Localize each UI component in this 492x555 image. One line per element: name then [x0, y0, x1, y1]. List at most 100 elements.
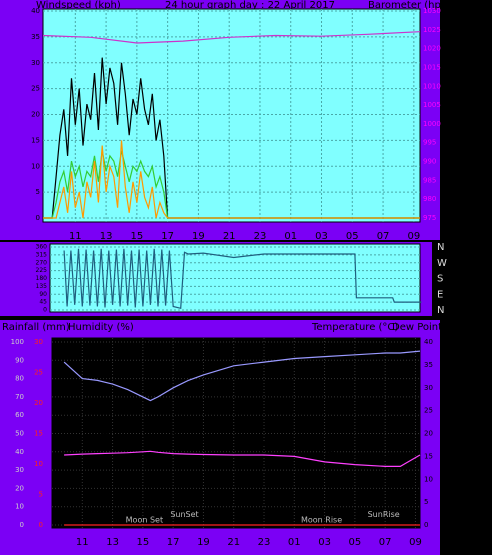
- x-tick-label: 13: [100, 231, 113, 242]
- y2-tick-label: 25: [424, 407, 433, 415]
- y2-tick-label: 975: [423, 214, 436, 222]
- y2-tick-label: S: [437, 274, 443, 285]
- x-tick-label: 23: [254, 231, 267, 242]
- y-tick-label: 0: [20, 521, 24, 529]
- series-line: [63, 420, 421, 460]
- y2-tick-label: N: [437, 305, 444, 316]
- y-tick-label: 225: [36, 267, 48, 274]
- y2-axis-title: Dew Point (°C): [392, 322, 465, 333]
- annotation: SunRise: [368, 510, 400, 519]
- x-tick-label: 07: [379, 537, 392, 548]
- y2-tick-label: 1015: [423, 63, 441, 71]
- y3-tick-label: 10: [34, 460, 43, 468]
- y-tick-label: 20: [15, 484, 24, 492]
- y2-tick-label: 995: [423, 139, 436, 147]
- y2-tick-label: 1010: [423, 82, 441, 90]
- chart-title: 24 hour graph day : 22 April 2017: [165, 0, 335, 11]
- x-tick-label: 05: [349, 537, 362, 548]
- y2-tick-label: W: [437, 258, 447, 269]
- y2-tick-label: E: [437, 289, 443, 300]
- x-tick-label: 03: [318, 537, 331, 548]
- x-tick-label: 15: [130, 231, 143, 242]
- series-line: [43, 140, 420, 219]
- y-tick-label: 270: [36, 259, 48, 266]
- y2-tick-label: 1005: [423, 101, 441, 109]
- y2-tick-label: N: [437, 242, 444, 253]
- y2-tick-label: 30: [424, 384, 433, 392]
- y3-tick-label: 25: [34, 369, 43, 377]
- x-tick-label: 17: [167, 537, 180, 548]
- series-line: [63, 350, 421, 402]
- series-line: [43, 57, 420, 219]
- series-line: [43, 150, 420, 219]
- annotation: Moon Set: [126, 516, 163, 525]
- y-tick-label: 5: [36, 188, 40, 196]
- annotation: Moon Rise: [301, 516, 342, 525]
- y-tick-label: 30: [31, 59, 40, 67]
- y-tick-label: 40: [15, 448, 24, 456]
- x-tick-label: 07: [377, 231, 390, 242]
- y2-tick-label: 980: [423, 195, 436, 203]
- x-tick-label: 09: [409, 537, 422, 548]
- x-tick-label: 19: [197, 537, 210, 548]
- y-tick-label: 0: [36, 214, 40, 222]
- x-tick-label: 11: [76, 537, 89, 548]
- x-tick-label: 15: [136, 537, 149, 548]
- y3-tick-label: 15: [34, 430, 43, 438]
- y-axis-title: Windspeed (kph): [36, 0, 121, 11]
- x-tick-label: 03: [315, 231, 328, 242]
- y-tick-label: 90: [15, 356, 24, 364]
- y2-tick-label: 35: [424, 361, 433, 369]
- y2-tick-label: 990: [423, 158, 436, 166]
- y3-tick-label: 30: [34, 338, 43, 346]
- x-tick-label: 09: [407, 231, 420, 242]
- y-tick-label: 10: [15, 503, 24, 511]
- x-tick-label: 05: [346, 231, 359, 242]
- y2-tick-label: 40: [424, 338, 433, 346]
- x-tick-label: 23: [258, 537, 271, 548]
- y-tick-label: 30: [15, 466, 24, 474]
- series-line: [64, 450, 421, 467]
- y-tick-label: 40: [31, 7, 40, 15]
- y2-tick-label: 985: [423, 176, 436, 184]
- series-line: [63, 248, 422, 310]
- y-tick-label: 15: [31, 136, 40, 144]
- y-tick-label: 80: [15, 375, 24, 383]
- y3-tick-label: 20: [34, 399, 43, 407]
- series-line: [42, 31, 421, 44]
- y-tick-label: 100: [11, 338, 24, 346]
- y-tick-label: 315: [36, 251, 48, 258]
- y-tick-label: 20: [31, 111, 40, 119]
- y2-tick-label: 10: [424, 475, 433, 483]
- x-tick-label: 01: [288, 537, 301, 548]
- y2-tick-label: 0: [424, 521, 428, 529]
- y-tick-label: 25: [31, 85, 40, 93]
- y-tick-label: 70: [15, 393, 24, 401]
- y2-tick-label: 1025: [423, 26, 441, 34]
- y2-tick-label: 1000: [423, 120, 441, 128]
- y2-tick-label: 15: [424, 452, 433, 460]
- x-tick-label: 13: [106, 537, 119, 548]
- x-tick-label: 17: [161, 231, 174, 242]
- y2-tick-label: 1030: [423, 7, 441, 15]
- x-tick-label: 21: [227, 537, 240, 548]
- y3-tick-label: 5: [39, 491, 43, 499]
- y3-axis-title: Rainfall (mm): [2, 322, 70, 333]
- y2-tick-label: 1020: [423, 45, 441, 53]
- y-tick-label: 35: [31, 33, 40, 41]
- x-tick-label: 11: [69, 231, 82, 242]
- y-tick-label: 10: [31, 162, 40, 170]
- y-tick-label: 90: [39, 291, 47, 298]
- y2-tick-label: 5: [424, 498, 428, 506]
- y-tick-label: 360: [36, 244, 48, 251]
- y-tick-label: 45: [39, 299, 47, 306]
- y2-tick-label: 20: [424, 430, 433, 438]
- y-tick-label: 180: [36, 275, 48, 282]
- x-tick-label: 19: [192, 231, 205, 242]
- y-tick-label: 135: [36, 283, 48, 290]
- x-tick-label: 01: [284, 231, 297, 242]
- annotation: SunSet: [170, 510, 198, 519]
- y2-axis-title: Temperature (°C): [311, 322, 398, 333]
